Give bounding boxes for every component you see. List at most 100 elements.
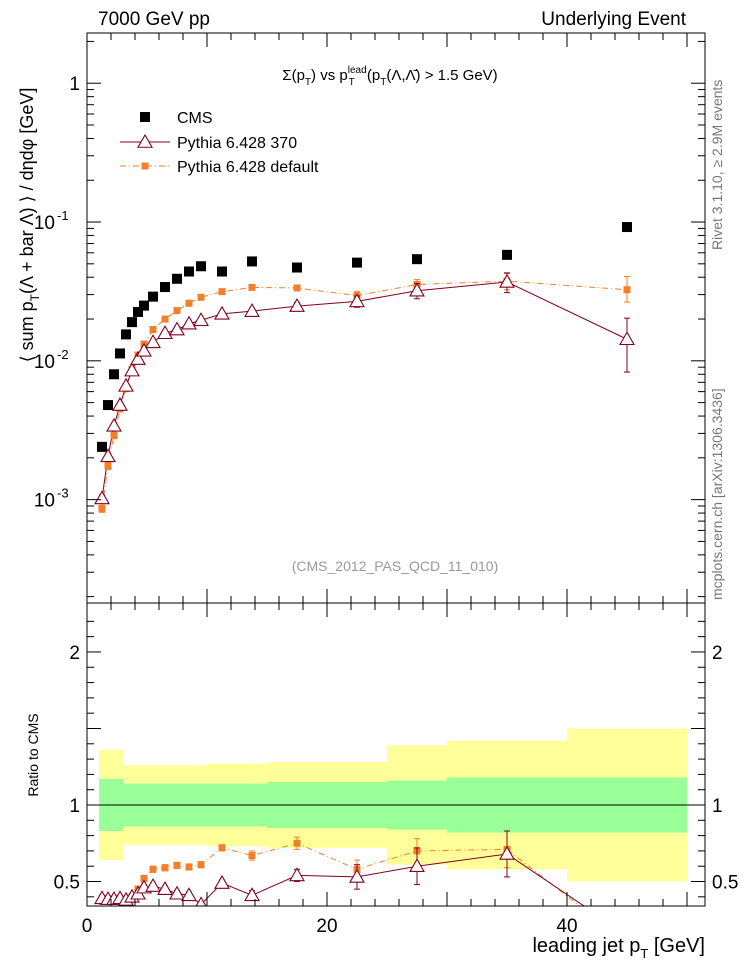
data-point bbox=[127, 317, 137, 328]
data-point bbox=[623, 286, 631, 294]
data-point bbox=[161, 315, 169, 323]
data-point bbox=[169, 321, 185, 336]
data-point bbox=[248, 283, 256, 291]
data-point bbox=[292, 262, 302, 273]
data-point bbox=[148, 291, 158, 302]
data-point bbox=[118, 377, 134, 392]
data-point bbox=[349, 868, 365, 883]
legend-label-cms: CMS bbox=[177, 110, 213, 127]
data-point bbox=[289, 297, 305, 312]
x-axis-label: leading jet pT [GeV] bbox=[532, 935, 705, 961]
data-point bbox=[172, 273, 182, 284]
data-point bbox=[193, 312, 209, 327]
y-tick-label: 10 bbox=[34, 352, 55, 373]
data-point bbox=[140, 874, 148, 882]
y-tick-label: 10 bbox=[34, 213, 55, 234]
data-point bbox=[181, 887, 197, 902]
data-point bbox=[349, 293, 365, 308]
data-point bbox=[149, 865, 157, 873]
y-tick-label: 10 bbox=[34, 491, 55, 512]
y-tick-label-exponent: -1 bbox=[57, 208, 69, 223]
legend-label-pythia-default: Pythia 6.428 default bbox=[177, 159, 319, 176]
data-point bbox=[109, 369, 119, 380]
data-point bbox=[169, 885, 185, 900]
data-point bbox=[145, 877, 161, 892]
data-point bbox=[98, 505, 106, 513]
data-point bbox=[502, 249, 512, 260]
x-tick-label: 0 bbox=[82, 916, 93, 937]
data-point bbox=[149, 326, 157, 334]
data-point bbox=[218, 844, 226, 852]
series-line bbox=[102, 842, 581, 906]
data-point bbox=[184, 266, 194, 277]
data-point bbox=[622, 222, 632, 233]
data-point bbox=[94, 490, 110, 505]
data-point bbox=[157, 325, 173, 340]
data-point bbox=[136, 342, 152, 357]
y-tick-label-exponent: -3 bbox=[57, 486, 69, 501]
data-point bbox=[293, 284, 301, 292]
top-lines bbox=[101, 280, 628, 509]
data-point bbox=[124, 362, 140, 377]
data-point bbox=[412, 254, 422, 265]
data-point bbox=[499, 273, 515, 288]
data-point bbox=[409, 858, 425, 873]
header-right: Underlying Event bbox=[541, 9, 686, 30]
series-line bbox=[101, 280, 628, 509]
data-point bbox=[244, 303, 260, 317]
data-point bbox=[161, 864, 169, 872]
y-tick-label-exponent: -2 bbox=[57, 347, 69, 362]
legend: CMS Pythia 6.428 370 Pythia 6.428 default bbox=[120, 110, 319, 176]
data-point bbox=[141, 162, 149, 170]
data-point bbox=[181, 315, 197, 330]
rivet-label: Rivet 3.1.10, ≥ 2.9M events bbox=[709, 79, 725, 250]
data-marks bbox=[94, 222, 635, 906]
data-point bbox=[140, 112, 150, 122]
data-point bbox=[619, 331, 635, 346]
ratio-bands bbox=[87, 728, 705, 882]
data-point bbox=[197, 861, 205, 869]
data-point bbox=[173, 307, 181, 315]
x-tick-label: 40 bbox=[556, 916, 577, 937]
top-marks bbox=[94, 222, 635, 513]
data-point bbox=[106, 417, 122, 432]
y-tick-label-right: 2 bbox=[712, 643, 723, 664]
y-tick-label-right: 0.5 bbox=[712, 873, 738, 894]
data-point bbox=[110, 431, 118, 439]
bottom-frame bbox=[86, 602, 706, 907]
data-point bbox=[499, 845, 515, 860]
data-point bbox=[160, 282, 170, 293]
y-tick-label: 1 bbox=[69, 796, 80, 817]
legend-label-pythia370: Pythia 6.428 370 bbox=[177, 135, 297, 152]
data-point bbox=[157, 881, 173, 895]
data-point bbox=[214, 874, 230, 889]
data-point bbox=[409, 282, 425, 297]
data-point bbox=[217, 266, 227, 277]
y-tick-label: 2 bbox=[69, 643, 80, 664]
data-point bbox=[112, 396, 128, 411]
data-point bbox=[352, 257, 362, 268]
data-point bbox=[100, 448, 116, 463]
data-point bbox=[247, 256, 257, 267]
data-point bbox=[104, 462, 112, 470]
data-point bbox=[137, 133, 153, 148]
y-tick-label: 1 bbox=[69, 74, 80, 95]
data-point bbox=[103, 400, 113, 411]
y-tick-label: 0.5 bbox=[54, 873, 80, 894]
data-point bbox=[197, 293, 205, 301]
data-point bbox=[185, 299, 193, 307]
data-point bbox=[196, 261, 206, 272]
data-point bbox=[139, 300, 149, 311]
data-point bbox=[185, 863, 193, 871]
analysis-watermark: (CMS_2012_PAS_QCD_11_010) bbox=[292, 558, 499, 574]
data-point bbox=[248, 852, 256, 859]
ratio-y-label: Ratio to CMS bbox=[25, 713, 41, 796]
data-point bbox=[244, 887, 260, 902]
data-point bbox=[195, 896, 207, 906]
plot-title: Σ(pT) vs plead T (pT(Λ,Λ̄) > 1.5 GeV) bbox=[282, 65, 497, 88]
axes bbox=[86, 32, 706, 907]
y-tick-label-right: 1 bbox=[712, 796, 723, 817]
data-point bbox=[289, 867, 305, 882]
